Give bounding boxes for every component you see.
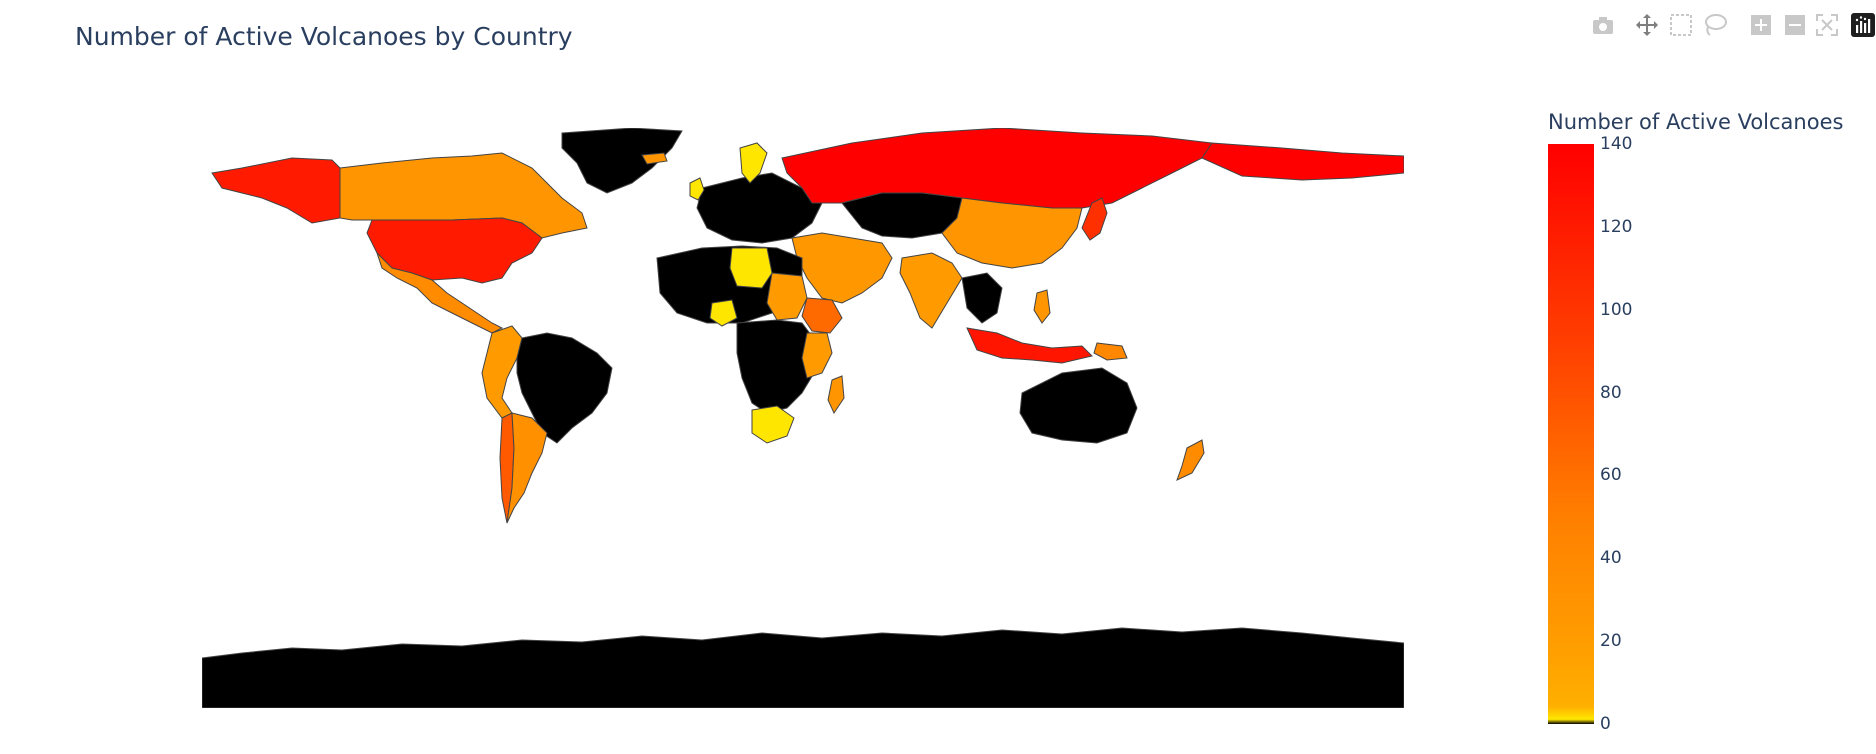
region-se-asia-mainland[interactable]: [961, 272, 1003, 324]
country-sweden[interactable]: [739, 142, 768, 184]
pan-icon[interactable]: [1634, 12, 1660, 38]
map-svg[interactable]: [202, 128, 1404, 708]
zoom-in-icon[interactable]: [1748, 12, 1774, 38]
colorbar: [1548, 144, 1594, 724]
box-select-icon[interactable]: [1668, 12, 1694, 38]
colorbar-tick-label: 120: [1600, 216, 1633, 237]
country-uk[interactable]: [689, 177, 705, 201]
country-andean-north[interactable]: [481, 325, 523, 419]
country-australia[interactable]: [1019, 367, 1138, 444]
country-russia[interactable]: [781, 128, 1213, 209]
colorbar-tick-label: 60: [1600, 465, 1622, 486]
reset-view-icon[interactable]: [1814, 12, 1840, 38]
colorbar-tick-label: 0: [1600, 714, 1611, 734]
country-indonesia[interactable]: [966, 327, 1093, 364]
country-antarctica[interactable]: [202, 627, 1404, 708]
country-south-africa[interactable]: [751, 405, 795, 444]
country-philippines[interactable]: [1033, 289, 1051, 324]
country-brazil[interactable]: [516, 332, 613, 444]
colorbar-tick-label: 40: [1600, 548, 1622, 569]
country-new-zealand[interactable]: [1176, 439, 1205, 481]
colorbar-title: Number of Active Volcanoes: [1548, 110, 1844, 134]
camera-icon[interactable]: [1590, 12, 1616, 38]
country-nigeria[interactable]: [709, 299, 738, 327]
region-east-africa[interactable]: [801, 332, 833, 379]
country-libya[interactable]: [729, 247, 773, 289]
country-argentina[interactable]: [506, 412, 548, 524]
lasso-select-icon[interactable]: [1702, 12, 1728, 38]
country-ethiopia[interactable]: [801, 297, 843, 334]
country-russia-east[interactable]: [1201, 142, 1404, 181]
country-japan[interactable]: [1081, 197, 1108, 241]
chart-title: Number of Active Volcanoes by Country: [75, 22, 573, 51]
world-map[interactable]: [202, 128, 1404, 708]
country-madagascar[interactable]: [827, 375, 845, 415]
colorbar-tick-label: 20: [1600, 631, 1622, 652]
country-greenland[interactable]: [561, 128, 683, 194]
colorbar-tick-label: 140: [1600, 134, 1633, 154]
zoom-out-icon[interactable]: [1782, 12, 1808, 38]
country-india[interactable]: [899, 252, 963, 329]
plotly-logo-icon[interactable]: [1850, 12, 1876, 38]
modebar: [1556, 10, 1876, 40]
country-mexico[interactable]: [376, 252, 504, 334]
country-papua-new-guinea[interactable]: [1093, 342, 1128, 361]
region-central-africa[interactable]: [736, 319, 818, 414]
colorbar-gradient: [1548, 144, 1594, 724]
colorbar-tick-label: 80: [1600, 382, 1622, 403]
region-europe[interactable]: [696, 172, 823, 244]
country-alaska[interactable]: [211, 157, 343, 224]
country-china[interactable]: [941, 197, 1083, 269]
region-middle-east[interactable]: [791, 232, 893, 304]
country-sudan[interactable]: [766, 272, 808, 321]
country-iceland[interactable]: [641, 152, 668, 165]
colorbar-tick-label: 100: [1600, 299, 1633, 320]
